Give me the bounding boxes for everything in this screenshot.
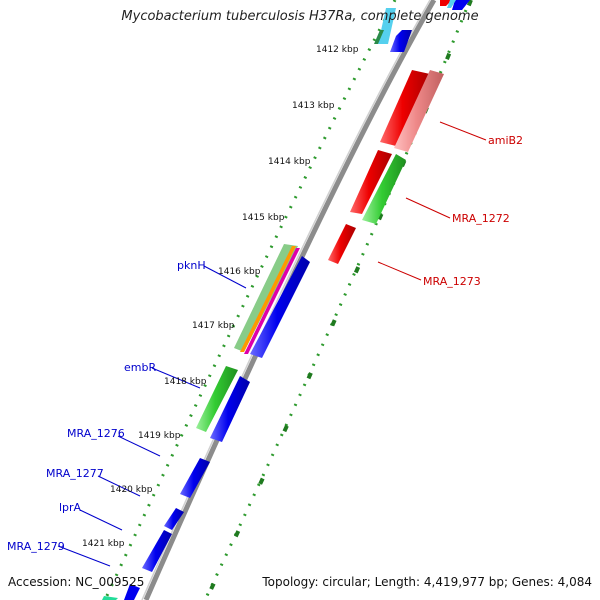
topology-text: Topology: circular; Length: 4,419,977 bp… <box>262 575 592 589</box>
gene-top-cyan <box>378 8 396 44</box>
map-title: Mycobacterium tuberculosis H37Ra, comple… <box>121 9 479 24</box>
kbp-tick-label: 1418 kbp <box>164 377 207 387</box>
connector-embR <box>151 367 201 389</box>
connector-pknH <box>203 265 247 289</box>
gene-bottom-cyan <box>102 596 118 600</box>
gene-pknH-stripe-orange <box>240 246 296 352</box>
kbp-tick-label: 1419 kbp <box>138 431 181 441</box>
gene-top-blue-partial <box>452 0 470 10</box>
gene-label-MRA_1276[interactable]: MRA_1276 <box>67 427 125 440</box>
gene-MRA_1279-blue <box>124 584 140 600</box>
gene-top-red-partial <box>440 0 452 6</box>
gene-label-lprA[interactable]: lprA <box>59 501 82 514</box>
gene-embR-green <box>196 366 238 432</box>
gene-label-MRA_1273[interactable]: MRA_1273 <box>423 275 481 288</box>
gene-pknH-blue <box>250 256 310 358</box>
gene-amiB2-pink <box>394 70 444 152</box>
kbp-tick-label: 1414 kbp <box>268 157 311 167</box>
gene-MRA_1272-green <box>362 154 406 224</box>
kbp-tick-label: 1413 kbp <box>292 101 335 111</box>
connector-MRA_1273 <box>377 261 422 281</box>
accession-text: Accession: NC_009525 <box>8 575 145 589</box>
gene-top-stripe <box>374 30 384 44</box>
gene-MRA_1277-blue <box>164 508 184 530</box>
kbp-tick-label: 1412 kbp <box>316 45 359 55</box>
kbp-tick-label: 1420 kbp <box>110 485 153 495</box>
connector-MRA_1279 <box>57 545 111 567</box>
gene-label-embR[interactable]: embR <box>124 361 156 374</box>
tick-scale-outer <box>103 0 397 600</box>
kbp-tick-label: 1421 kbp <box>82 539 125 549</box>
gene-embR-blue <box>210 376 250 442</box>
gene-lprA-blue <box>142 530 172 572</box>
tick-scale-right <box>203 0 472 600</box>
gene-top-cyan-partial <box>447 0 456 8</box>
gene-amiB2-red <box>380 70 430 146</box>
gene-top-blue <box>390 30 412 52</box>
connector-amiB2 <box>439 121 487 141</box>
gene-MRA_1272-red <box>350 150 392 214</box>
connector-MRA_1277 <box>97 475 141 497</box>
gene-label-amiB2[interactable]: amiB2 <box>488 134 523 147</box>
kbp-tick-label: 1416 kbp <box>218 267 261 277</box>
kbp-tick-label: 1415 kbp <box>242 213 285 223</box>
connector-lprA <box>79 509 123 531</box>
connector-MRA_1272 <box>405 197 451 219</box>
gene-label-MRA_1277[interactable]: MRA_1277 <box>46 467 104 480</box>
gene-label-pknH[interactable]: pknH <box>177 259 206 272</box>
connector-MRA_1276 <box>117 435 161 457</box>
gene-pknH-stripe-magenta <box>244 248 300 354</box>
gene-label-MRA_1279[interactable]: MRA_1279 <box>7 540 65 553</box>
gene-label-MRA_1272[interactable]: MRA_1272 <box>452 212 510 225</box>
gene-MRA_1273-red <box>328 224 356 264</box>
gene-MRA_1276-blue <box>180 458 210 498</box>
kbp-tick-label: 1417 kbp <box>192 321 235 331</box>
